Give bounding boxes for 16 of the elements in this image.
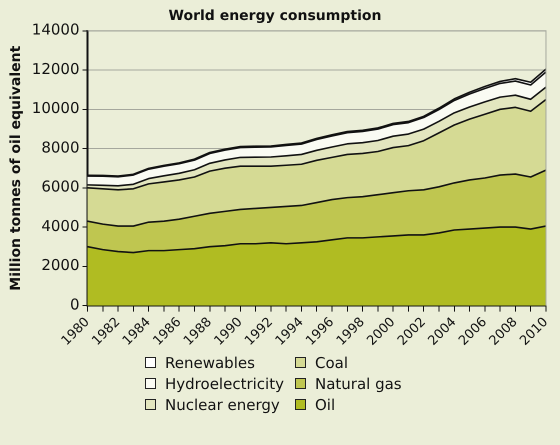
y-tick-label: 8000	[41, 138, 80, 156]
legend-label: Nuclear energy	[165, 396, 280, 414]
y-tick-label: 10000	[32, 99, 80, 118]
legend-label: Natural gas	[315, 374, 402, 392]
legend-label: Hydroelectricity	[165, 374, 284, 392]
y-tick-label: 4000	[41, 216, 80, 235]
y-tick-label: 12000	[32, 60, 80, 78]
y-tick-label: 14000	[32, 20, 80, 39]
legend-label: Coal	[315, 354, 348, 372]
y-tick-label: 0	[70, 295, 80, 314]
legend-label: Renewables	[165, 354, 255, 372]
chart-title: World energy consumption	[168, 8, 382, 24]
y-tick-label: 6000	[41, 178, 80, 196]
y-axis-title: Million tonnes of oil equivalent	[8, 45, 24, 291]
legend-label: Oil	[315, 396, 336, 414]
y-tick-label: 2000	[41, 256, 80, 274]
